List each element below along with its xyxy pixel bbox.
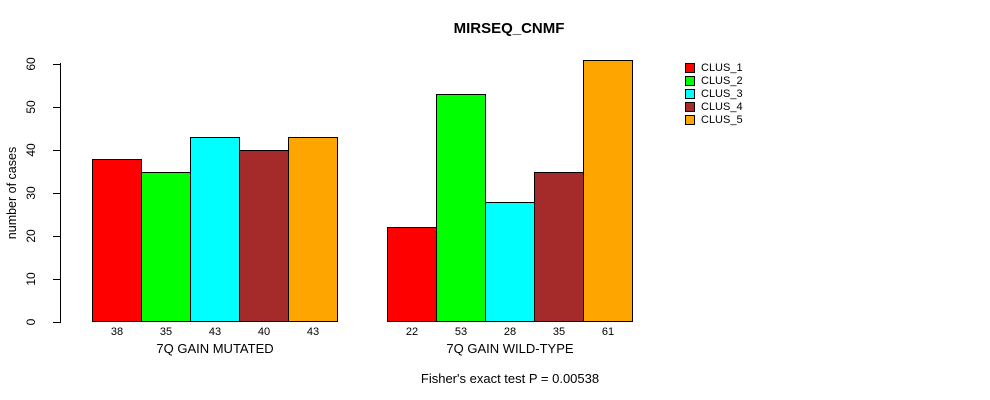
- y-tick-mark: [53, 279, 60, 280]
- legend-row-clus_5: CLUS_5: [685, 113, 743, 126]
- y-tick-mark: [53, 236, 60, 237]
- y-tick-label: 0: [24, 318, 38, 326]
- y-tick-label: 30: [24, 186, 38, 200]
- y-tick-mark: [53, 107, 60, 108]
- legend-swatch-icon: [685, 101, 695, 112]
- y-tick-label: 10: [24, 272, 38, 286]
- bar-clus_5-group2: [583, 59, 633, 322]
- y-tick-label: 20: [24, 229, 38, 243]
- bar-clus_4-group1: [239, 150, 289, 322]
- bar-value-label: 61: [601, 326, 615, 338]
- y-tick-label: 40: [24, 143, 38, 157]
- group-label-1: 7Q GAIN MUTATED: [156, 341, 274, 356]
- bar-clus_3-group2: [485, 201, 535, 322]
- legend-label: CLUS_4: [701, 100, 743, 113]
- y-tick-mark: [53, 150, 60, 151]
- y-axis-line: [60, 63, 61, 323]
- bar-value-label: 53: [454, 326, 468, 338]
- chart-title: MIRSEQ_CNMF: [453, 20, 565, 37]
- bar-clus_4-group2: [534, 171, 584, 322]
- bar-clus_1-group1: [92, 158, 142, 322]
- bar-value-label: 38: [110, 326, 124, 338]
- bar-value-label: 28: [503, 326, 517, 338]
- bar-value-label: 40: [257, 326, 271, 338]
- y-tick-mark: [53, 64, 60, 65]
- bar-value-label: 35: [552, 326, 566, 338]
- legend-swatch-icon: [685, 62, 695, 73]
- y-tick-mark: [53, 322, 60, 323]
- bar-value-label: 35: [159, 326, 173, 338]
- bar-clus_5-group1: [288, 137, 338, 322]
- legend-label: CLUS_5: [701, 113, 743, 126]
- bar-clus_2-group2: [436, 94, 486, 322]
- legend-row-clus_3: CLUS_3: [685, 87, 743, 100]
- y-tick-label: 60: [24, 57, 38, 71]
- bar-clus_1-group2: [387, 227, 437, 322]
- bar-clus_2-group1: [141, 171, 191, 322]
- bar-value-label: 22: [405, 326, 419, 338]
- legend: CLUS_1 CLUS_2 CLUS_3 CLUS_4 CLUS_5: [685, 61, 743, 126]
- legend-row-clus_4: CLUS_4: [685, 100, 743, 113]
- legend-swatch-icon: [685, 88, 695, 99]
- legend-label: CLUS_1: [701, 61, 743, 74]
- legend-row-clus_2: CLUS_2: [685, 74, 743, 87]
- legend-swatch-icon: [685, 114, 695, 125]
- y-tick-label: 50: [24, 100, 38, 114]
- legend-swatch-icon: [685, 75, 695, 86]
- legend-label: CLUS_3: [701, 87, 743, 100]
- y-axis-label: number of cases: [5, 146, 19, 240]
- bar-value-label: 43: [306, 326, 320, 338]
- bar-clus_3-group1: [190, 137, 240, 322]
- group-label-2: 7Q GAIN WILD-TYPE: [446, 341, 574, 356]
- bar-value-label: 43: [208, 326, 222, 338]
- fisher-test-caption: Fisher's exact test P = 0.00538: [420, 371, 600, 386]
- legend-label: CLUS_2: [701, 74, 743, 87]
- y-tick-mark: [53, 193, 60, 194]
- legend-row-clus_1: CLUS_1: [685, 61, 743, 74]
